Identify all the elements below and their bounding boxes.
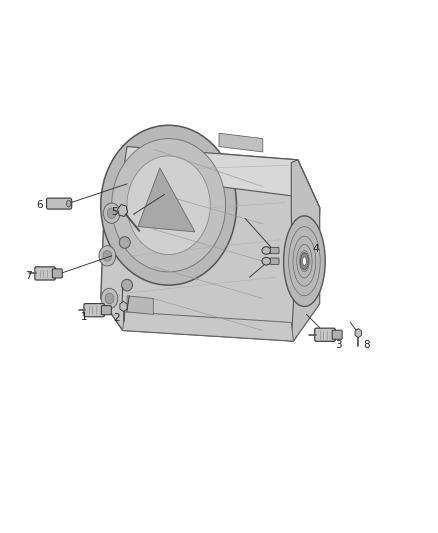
Ellipse shape <box>119 237 130 248</box>
FancyBboxPatch shape <box>52 269 62 278</box>
Ellipse shape <box>101 288 118 309</box>
Polygon shape <box>123 147 320 208</box>
Text: 7: 7 <box>25 271 32 280</box>
Text: 8: 8 <box>364 341 371 350</box>
FancyBboxPatch shape <box>332 330 342 340</box>
Text: 1: 1 <box>81 312 88 321</box>
Ellipse shape <box>67 200 71 207</box>
Text: 3: 3 <box>335 341 342 350</box>
Ellipse shape <box>105 293 114 304</box>
Polygon shape <box>219 133 263 152</box>
Ellipse shape <box>99 246 116 266</box>
FancyBboxPatch shape <box>270 247 279 254</box>
FancyBboxPatch shape <box>101 305 111 315</box>
Polygon shape <box>101 147 320 341</box>
Polygon shape <box>127 296 153 314</box>
Ellipse shape <box>302 257 306 265</box>
Ellipse shape <box>103 203 120 223</box>
Ellipse shape <box>262 247 271 254</box>
Ellipse shape <box>121 279 132 291</box>
FancyBboxPatch shape <box>270 258 279 264</box>
Text: 2: 2 <box>113 313 120 322</box>
Polygon shape <box>123 312 293 341</box>
Text: 6: 6 <box>36 200 43 209</box>
Ellipse shape <box>300 253 308 270</box>
Polygon shape <box>291 160 320 341</box>
Ellipse shape <box>127 156 210 255</box>
Text: 4: 4 <box>312 244 319 254</box>
FancyBboxPatch shape <box>46 198 72 209</box>
Ellipse shape <box>103 251 112 261</box>
FancyBboxPatch shape <box>35 267 55 280</box>
Ellipse shape <box>101 125 237 285</box>
Ellipse shape <box>283 216 325 306</box>
Polygon shape <box>138 168 195 232</box>
Text: 5: 5 <box>111 207 118 217</box>
Ellipse shape <box>112 139 226 272</box>
Ellipse shape <box>262 257 271 265</box>
FancyBboxPatch shape <box>315 328 335 341</box>
FancyBboxPatch shape <box>84 304 104 317</box>
Ellipse shape <box>107 208 116 219</box>
